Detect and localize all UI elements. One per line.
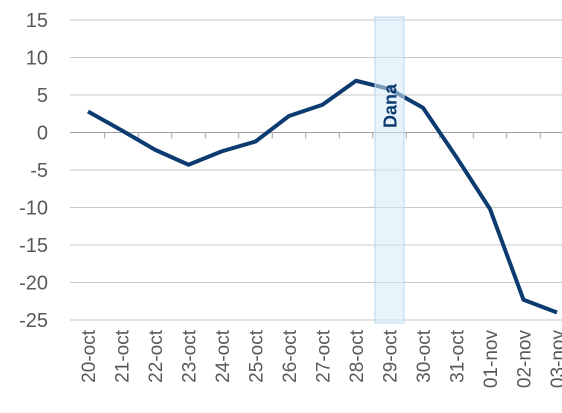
x-tick-label: 22-oct	[146, 329, 167, 383]
highlight-band	[374, 16, 405, 324]
x-tick-label: 28-oct	[347, 329, 368, 383]
y-tick-label: -25	[19, 310, 48, 332]
y-tick-label: -5	[30, 160, 48, 182]
y-tick-label: -15	[19, 235, 48, 257]
x-tick-label: 26-oct	[280, 329, 301, 383]
x-tick-label: 25-oct	[247, 329, 268, 383]
y-tick-label: 5	[37, 85, 48, 107]
y-tick-label: -10	[19, 198, 48, 220]
x-tick-label: 24-oct	[213, 329, 234, 383]
y-tick-label: 0	[37, 123, 48, 145]
x-tick-label: 03-nov	[548, 330, 562, 389]
x-tick-label: 01-nov	[481, 330, 502, 389]
x-tick-label: 20-oct	[79, 329, 100, 383]
x-tick-label: 31-oct	[448, 329, 469, 383]
x-tick-label: 02-nov	[515, 330, 536, 389]
y-tick-label: 15	[26, 10, 48, 32]
annotation-label: Dana	[381, 83, 401, 128]
x-tick-label: 21-oct	[113, 329, 134, 383]
x-tick-label: 30-oct	[414, 329, 435, 383]
x-tick-label: 27-oct	[314, 329, 335, 383]
line-series	[87, 78, 558, 315]
y-tick-label: 10	[26, 48, 48, 70]
x-tick-label: 29-oct	[381, 329, 402, 383]
y-tick-label: -20	[19, 273, 48, 295]
x-tick-label: 23-oct	[180, 329, 201, 383]
